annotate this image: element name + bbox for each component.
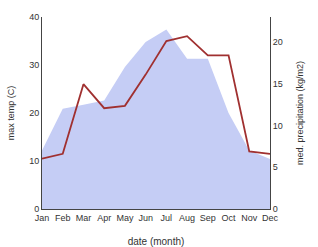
svg-text:20: 20 <box>273 37 283 47</box>
svg-text:Jul: Jul <box>161 213 173 223</box>
svg-text:date (month): date (month) <box>128 236 185 247</box>
svg-text:Dec: Dec <box>262 213 279 223</box>
svg-text:May: May <box>116 213 134 223</box>
svg-text:5: 5 <box>273 162 278 172</box>
svg-text:max temp (C): max temp (C) <box>6 86 16 141</box>
svg-text:Jan: Jan <box>35 213 50 223</box>
svg-text:Feb: Feb <box>55 213 71 223</box>
svg-text:Nov: Nov <box>241 213 258 223</box>
svg-text:10: 10 <box>273 121 283 131</box>
svg-text:Aug: Aug <box>179 213 195 223</box>
svg-text:Jun: Jun <box>138 213 153 223</box>
svg-text:30: 30 <box>29 60 39 70</box>
svg-text:med. precipitation (kg/m2): med. precipitation (kg/m2) <box>295 61 305 165</box>
svg-text:15: 15 <box>273 79 283 89</box>
svg-text:0: 0 <box>273 204 278 214</box>
svg-text:Sep: Sep <box>200 213 216 223</box>
svg-text:40: 40 <box>29 12 39 22</box>
svg-text:Oct: Oct <box>222 213 237 223</box>
svg-text:0: 0 <box>34 204 39 214</box>
svg-text:Apr: Apr <box>97 213 111 223</box>
svg-text:20: 20 <box>29 108 39 118</box>
svg-text:Mar: Mar <box>76 213 92 223</box>
svg-text:10: 10 <box>29 156 39 166</box>
